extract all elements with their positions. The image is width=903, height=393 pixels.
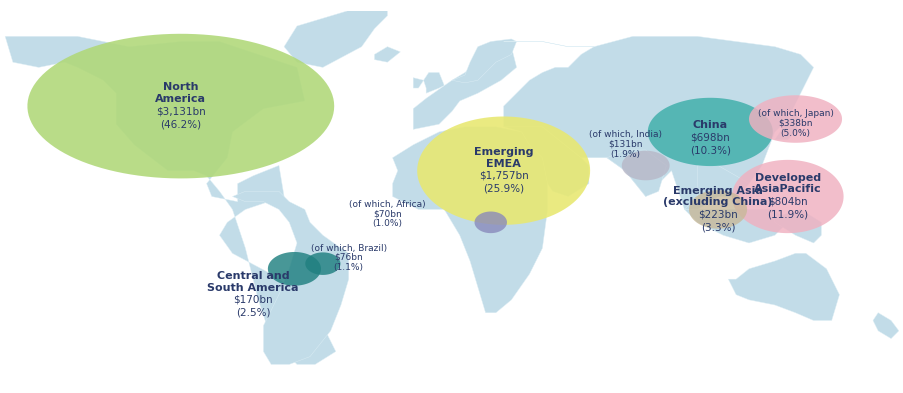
Text: North
America: North America [155, 83, 206, 104]
Polygon shape [27, 34, 334, 178]
Text: (1.0%): (1.0%) [372, 219, 402, 228]
Text: $170bn: $170bn [233, 295, 273, 305]
Polygon shape [872, 313, 898, 338]
Text: $338bn: $338bn [777, 119, 812, 128]
Text: (of which, Africa): (of which, Africa) [349, 200, 425, 209]
Text: Emerging Asia
(excluding China): Emerging Asia (excluding China) [663, 186, 772, 207]
Text: $131bn: $131bn [607, 139, 642, 148]
Text: $76bn: $76bn [334, 253, 363, 262]
Text: (46.2%): (46.2%) [160, 119, 201, 129]
Polygon shape [774, 114, 800, 140]
Polygon shape [688, 190, 746, 229]
Polygon shape [413, 47, 516, 129]
Polygon shape [452, 39, 516, 83]
Polygon shape [305, 252, 340, 275]
Polygon shape [731, 160, 842, 233]
Polygon shape [413, 78, 424, 88]
Text: (5.0%): (5.0%) [779, 129, 810, 138]
Polygon shape [392, 127, 547, 313]
Polygon shape [749, 95, 841, 143]
Text: (25.9%): (25.9%) [482, 184, 524, 194]
Polygon shape [621, 151, 669, 180]
Polygon shape [5, 37, 335, 364]
Polygon shape [232, 191, 349, 364]
Polygon shape [606, 150, 666, 196]
Polygon shape [267, 252, 321, 286]
Polygon shape [284, 6, 387, 67]
Text: Central and
South America: Central and South America [207, 271, 299, 292]
Polygon shape [474, 211, 507, 233]
Text: $70bn: $70bn [373, 209, 401, 218]
Text: China: China [692, 121, 727, 130]
Polygon shape [684, 165, 749, 209]
Polygon shape [728, 253, 839, 320]
Polygon shape [684, 209, 787, 243]
Text: $804bn: $804bn [768, 196, 806, 207]
Text: $1,757bn: $1,757bn [479, 171, 528, 181]
Text: (of which, Brazil): (of which, Brazil) [311, 244, 386, 253]
Polygon shape [424, 73, 443, 93]
Text: (2.5%): (2.5%) [236, 308, 270, 318]
Text: (1.1%): (1.1%) [333, 263, 363, 272]
Polygon shape [647, 98, 772, 166]
Text: (1.9%): (1.9%) [610, 150, 639, 159]
Polygon shape [374, 47, 400, 62]
Text: (of which, India): (of which, India) [588, 130, 661, 139]
Polygon shape [417, 116, 590, 225]
Text: (10.3%): (10.3%) [689, 145, 730, 155]
Text: (3.3%): (3.3%) [700, 222, 734, 233]
Text: $3,131bn: $3,131bn [155, 106, 206, 116]
Text: (of which, Japan): (of which, Japan) [757, 109, 833, 118]
Polygon shape [503, 37, 813, 209]
Polygon shape [774, 209, 821, 243]
Text: $698bn: $698bn [690, 132, 730, 142]
Text: (11.9%): (11.9%) [767, 209, 807, 220]
Polygon shape [503, 127, 588, 196]
Text: $223bn: $223bn [697, 209, 737, 220]
Text: Emerging
EMEA: Emerging EMEA [473, 147, 533, 169]
Text: Developed
AsiaPacific: Developed AsiaPacific [753, 173, 821, 195]
